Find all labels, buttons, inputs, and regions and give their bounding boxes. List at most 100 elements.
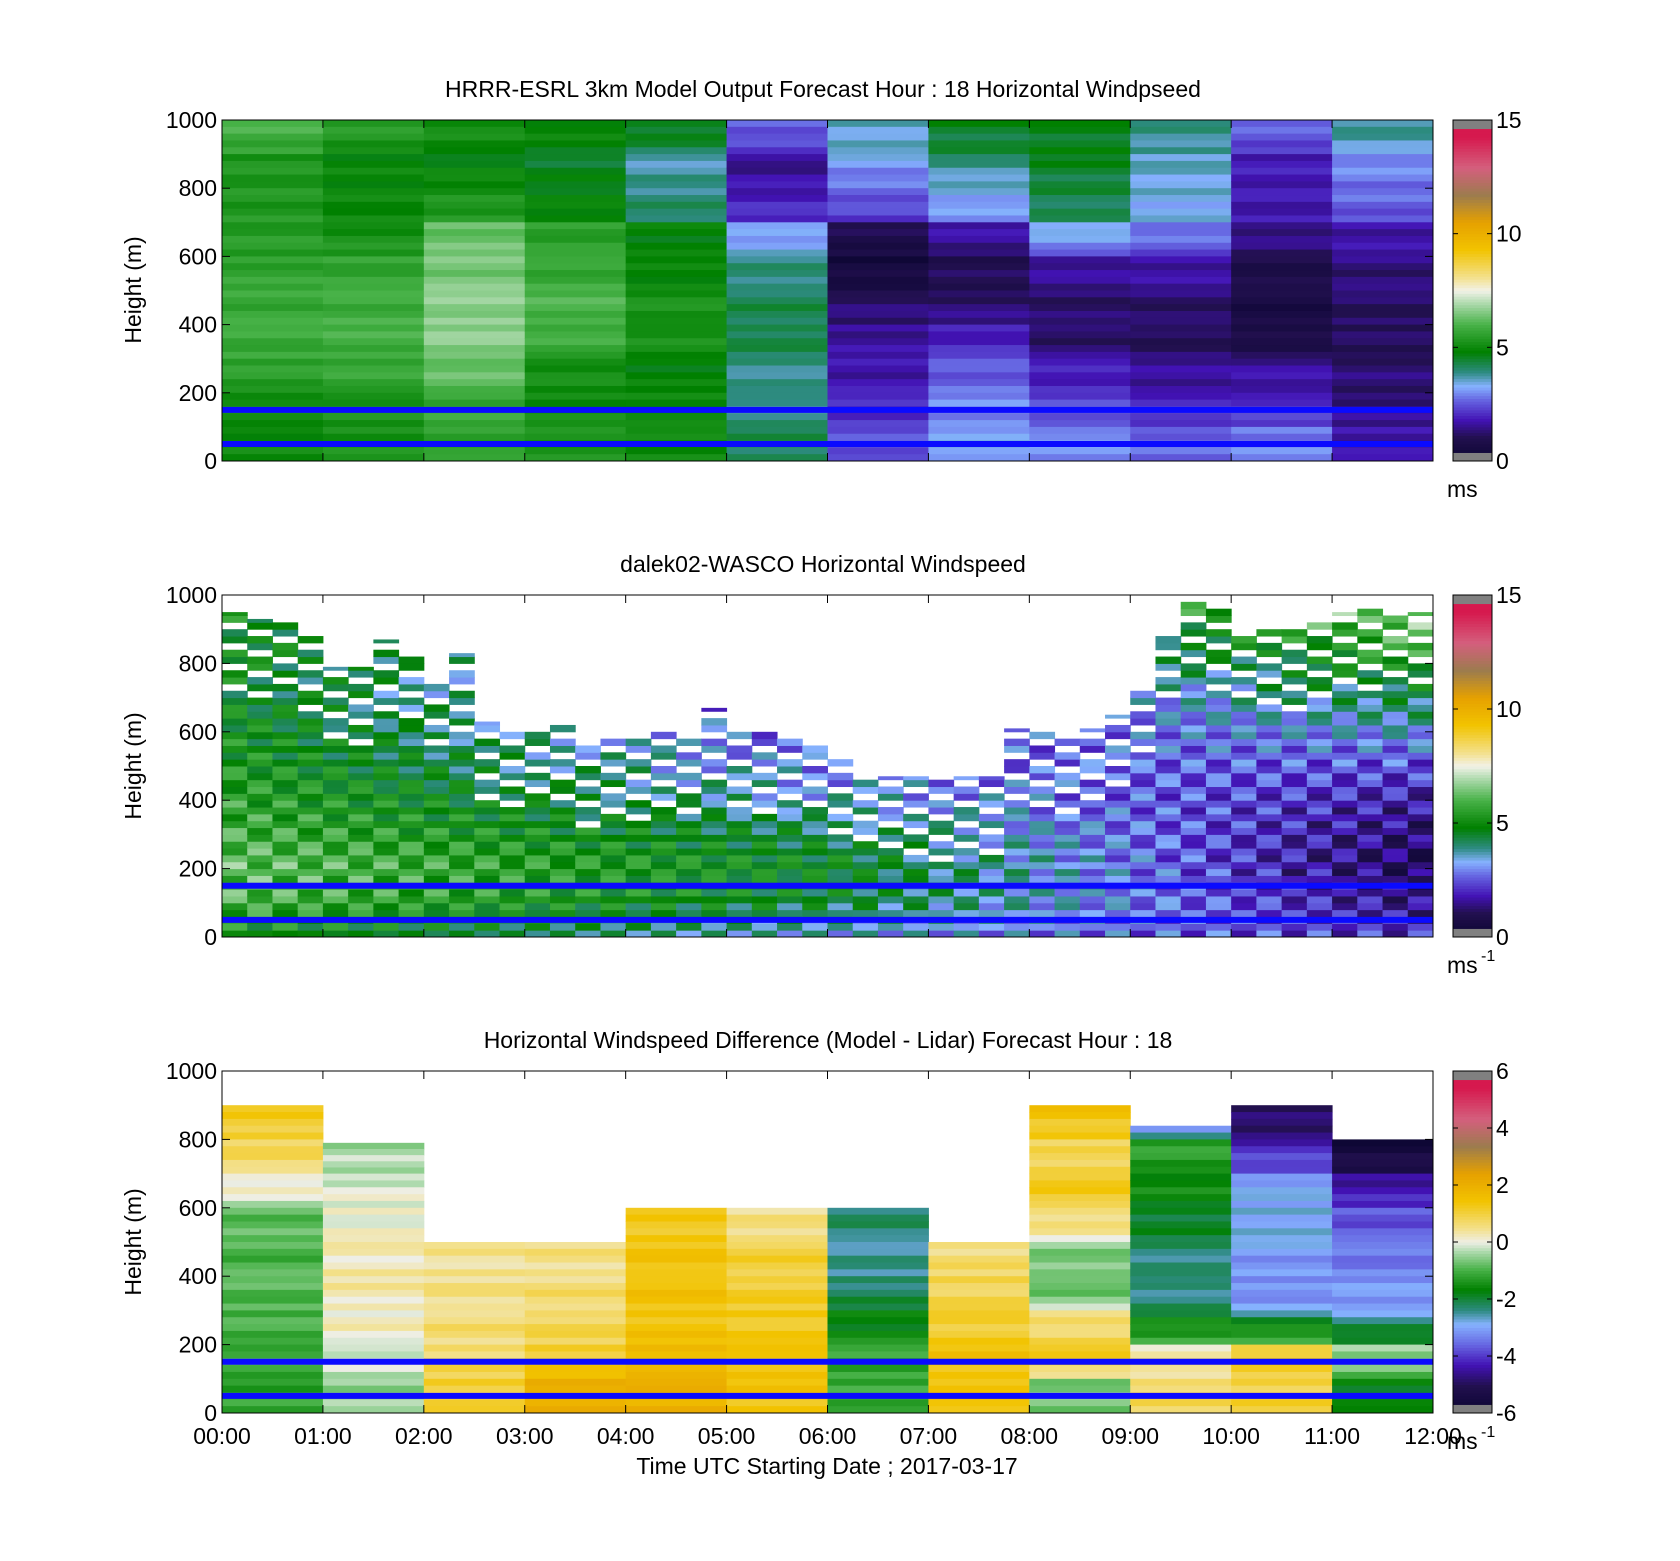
heatmap-cell [1407, 834, 1434, 842]
colorbar-swatch [1453, 1310, 1492, 1314]
heatmap-cell [1029, 731, 1056, 740]
heatmap-cell [1332, 195, 1434, 203]
heatmap-cell [297, 854, 324, 863]
heatmap-cell [1130, 208, 1232, 216]
heatmap-cell [449, 909, 475, 917]
heatmap-cell [600, 875, 627, 883]
heatmap-cell [322, 147, 425, 155]
heatmap-cell [852, 827, 879, 835]
heatmap-cell [1180, 629, 1207, 637]
colorbar-swatch [1453, 1071, 1492, 1075]
heatmap-cell [398, 663, 425, 671]
heatmap-cell [1130, 365, 1232, 373]
colorbar-swatch [1453, 612, 1492, 616]
heatmap-cell [1407, 683, 1434, 692]
heatmap-cell [247, 656, 273, 664]
heatmap-cell [1155, 745, 1182, 753]
heatmap-cell [726, 1276, 828, 1284]
heatmap-cell [1130, 426, 1232, 435]
heatmap-cell [852, 923, 879, 931]
heatmap-cell [348, 704, 374, 712]
heatmap-cell [1130, 841, 1156, 849]
heatmap-cell [474, 738, 501, 746]
heatmap-cell [625, 827, 652, 835]
colorbar-swatch [1453, 1338, 1492, 1343]
heatmap-cell [1130, 807, 1156, 815]
heatmap-cell [1256, 738, 1283, 746]
heatmap-cell [524, 738, 551, 746]
heatmap-cell [827, 1378, 929, 1387]
heatmap-cell [1205, 848, 1232, 856]
heatmap-cell [1105, 752, 1131, 760]
heatmap-cell [1332, 800, 1358, 808]
heatmap-cell [802, 889, 828, 897]
heatmap-cell [903, 909, 929, 917]
heatmap-cell [1306, 909, 1333, 917]
heatmap-cell [575, 841, 601, 849]
heatmap-cell [1407, 745, 1434, 753]
heatmap-cell [222, 154, 324, 162]
heatmap-cell [524, 345, 627, 353]
heatmap-cell [348, 861, 374, 870]
heatmap-cell [600, 930, 627, 938]
heatmap-cell [1029, 1317, 1131, 1325]
heatmap-cell [1281, 697, 1308, 705]
heatmap-cell [1029, 841, 1056, 849]
heatmap-cell [524, 147, 627, 155]
heatmap-cell [1029, 752, 1056, 760]
heatmap-cell [600, 854, 627, 863]
colorbar-swatch [1453, 375, 1492, 380]
heatmap-cell [726, 392, 828, 401]
colorbar-swatch [1453, 1082, 1492, 1086]
heatmap-cell [827, 1276, 929, 1284]
heatmap-cell [373, 807, 400, 815]
heatmap-cell [1281, 724, 1308, 733]
heatmap-cell [1231, 1118, 1333, 1127]
heatmap-cell [222, 1242, 324, 1250]
heatmap-cell [1029, 1337, 1131, 1346]
heatmap-cell [625, 779, 652, 788]
heatmap-cell [398, 752, 425, 760]
heatmap-cell [726, 1365, 828, 1373]
heatmap-cell [423, 1337, 526, 1346]
heatmap-cell [928, 358, 1030, 367]
colorbar-swatch [1453, 686, 1492, 690]
heatmap-cell [676, 752, 702, 760]
heatmap-cell [726, 861, 753, 870]
heatmap-cell [1079, 930, 1106, 938]
heatmap-cell [726, 290, 828, 298]
heatmap-cell [1382, 642, 1409, 651]
heatmap-cell [1130, 310, 1232, 319]
heatmap-cell [1004, 909, 1030, 917]
heatmap-cell [827, 1324, 929, 1332]
colorbar-swatch [1453, 1327, 1492, 1331]
heatmap-cell [499, 930, 526, 938]
heatmap-cell [1130, 215, 1232, 223]
heatmap-cell [1306, 800, 1333, 808]
heatmap-cell [1004, 813, 1030, 822]
heatmap-cell [1180, 731, 1207, 740]
heatmap-cell [322, 889, 349, 897]
heatmap-cell [222, 420, 324, 428]
heatmap-cell [1130, 276, 1232, 285]
colorbar-swatch [1453, 1250, 1492, 1254]
heatmap-cell [423, 820, 450, 829]
colorbar-swatch [1453, 928, 1492, 932]
heatmap-cell [373, 690, 400, 699]
heatmap-cell [1306, 923, 1333, 931]
heatmap-cell [676, 841, 702, 849]
heatmap-cell [297, 656, 324, 664]
heatmap-cell [449, 786, 475, 794]
heatmap-cell [751, 930, 778, 938]
heatmap-cell [1231, 433, 1333, 442]
heatmap-cell [1256, 779, 1283, 788]
heatmap-cell [247, 663, 273, 671]
heatmap-cell [1180, 683, 1207, 692]
heatmap-cell [1130, 895, 1156, 904]
heatmap-cell [726, 379, 828, 387]
heatmap-cell [726, 745, 753, 753]
heatmap-cell [373, 711, 400, 719]
colorbar-swatch [1453, 293, 1492, 297]
heatmap-cell [1231, 263, 1333, 271]
